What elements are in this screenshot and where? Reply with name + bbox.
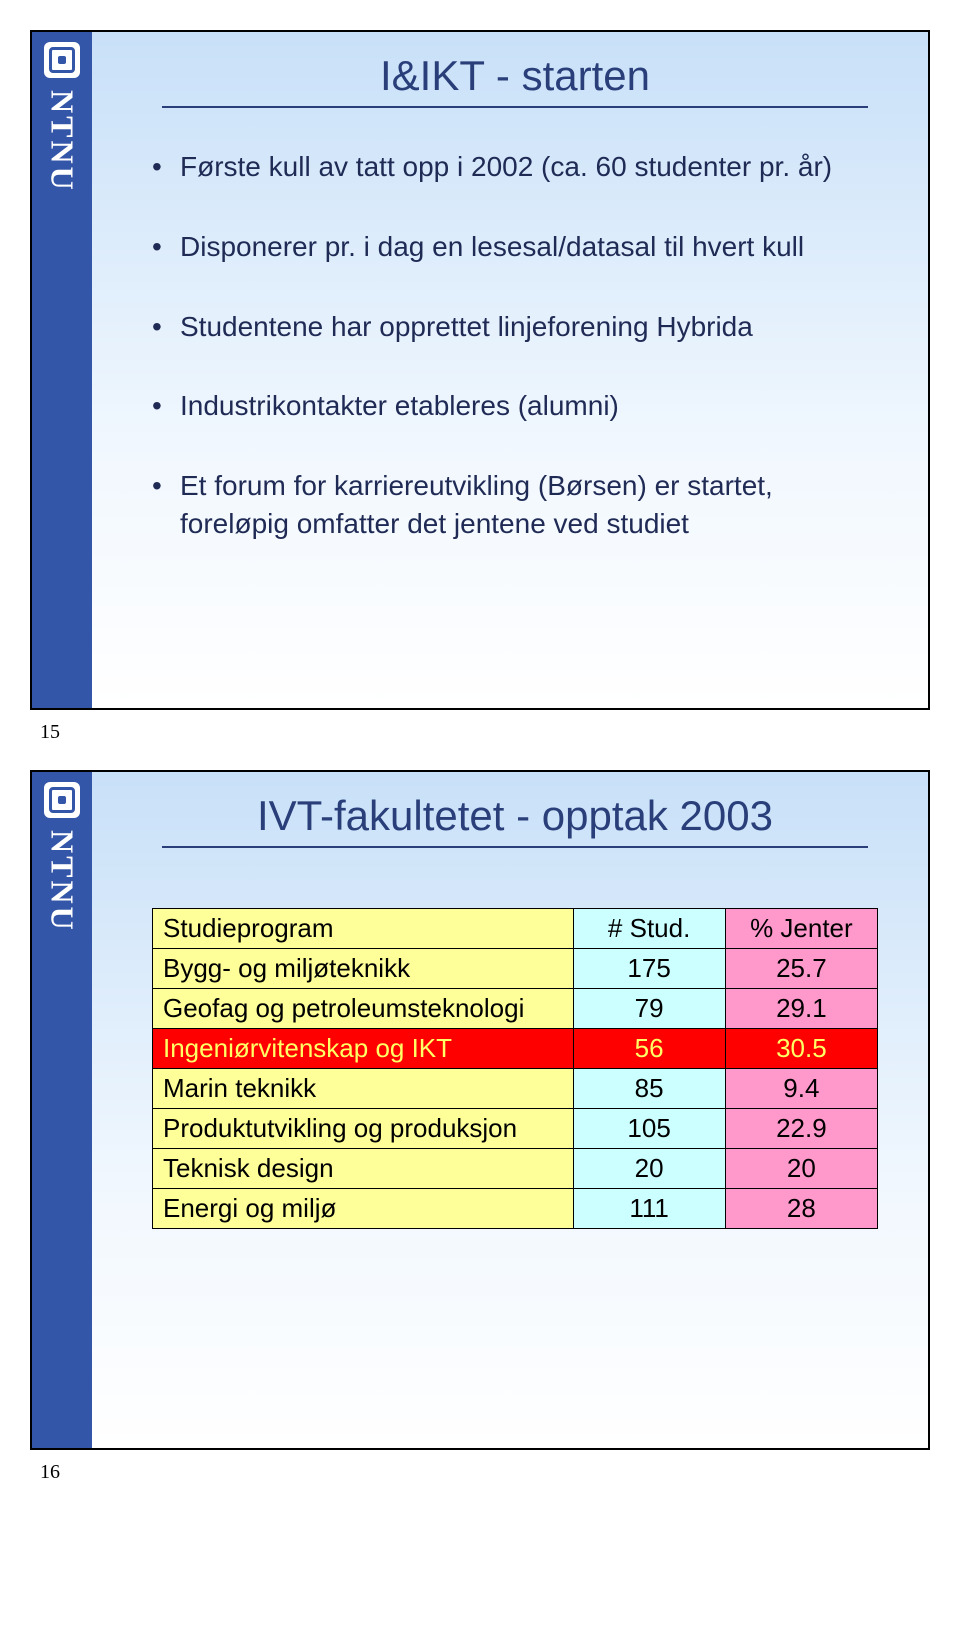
cell-program: Teknisk design (153, 1149, 574, 1189)
cell-stud: 56 (573, 1029, 725, 1069)
table-container: Studieprogram # Stud. % Jenter Bygg- og … (152, 908, 878, 1229)
cell-stud: 111 (573, 1189, 725, 1229)
slide-1-content: I&IKT - starten Første kull av tatt opp … (92, 32, 928, 708)
table-row: Ingeniørvitenskap og IKT5630.5 (153, 1029, 878, 1069)
cell-program: Ingeniørvitenskap og IKT (153, 1029, 574, 1069)
header-jenter: % Jenter (725, 909, 877, 949)
table-row: Teknisk design2020 (153, 1149, 878, 1189)
page-number: 16 (40, 1461, 60, 1484)
cell-stud: 79 (573, 989, 725, 1029)
cell-stud: 20 (573, 1149, 725, 1189)
slide-2-title: IVT-fakultetet - opptak 2003 (152, 792, 878, 840)
table-row: Energi og miljø11128 (153, 1189, 878, 1229)
title-underline (162, 846, 868, 848)
bullet-item: Disponerer pr. i dag en lesesal/datasal … (152, 228, 878, 266)
bullet-item: Første kull av tatt opp i 2002 (ca. 60 s… (152, 148, 878, 186)
ntnu-sidebar: NTNU (32, 32, 92, 708)
ntnu-label: NTNU (44, 90, 81, 193)
cell-program: Energi og miljø (153, 1189, 574, 1229)
table-row: Marin teknikk859.4 (153, 1069, 878, 1109)
header-program: Studieprogram (153, 909, 574, 949)
ntnu-label: NTNU (44, 830, 81, 933)
cell-pct: 25.7 (725, 949, 877, 989)
table-row: Bygg- og miljøteknikk17525.7 (153, 949, 878, 989)
slide-2-content: IVT-fakultetet - opptak 2003 Studieprogr… (92, 772, 928, 1448)
cell-stud: 85 (573, 1069, 725, 1109)
header-stud: # Stud. (573, 909, 725, 949)
slide-1-title: I&IKT - starten (152, 52, 878, 100)
title-underline (162, 106, 868, 108)
slide-1: NTNU I&IKT - starten Første kull av tatt… (30, 30, 930, 710)
page-number: 15 (40, 721, 60, 744)
cell-stud: 175 (573, 949, 725, 989)
cell-program: Geofag og petroleumsteknologi (153, 989, 574, 1029)
table-row: Produktutvikling og produksjon10522.9 (153, 1109, 878, 1149)
bullet-item: Studentene har opprettet linjeforening H… (152, 308, 878, 346)
bullet-list: Første kull av tatt opp i 2002 (ca. 60 s… (152, 148, 878, 543)
ntnu-logo-icon (44, 42, 80, 78)
cell-pct: 22.9 (725, 1109, 877, 1149)
cell-program: Produktutvikling og produksjon (153, 1109, 574, 1149)
cell-program: Marin teknikk (153, 1069, 574, 1109)
cell-pct: 29.1 (725, 989, 877, 1029)
table-row: Geofag og petroleumsteknologi7929.1 (153, 989, 878, 1029)
ntnu-sidebar: NTNU (32, 772, 92, 1448)
cell-pct: 20 (725, 1149, 877, 1189)
opptak-table: Studieprogram # Stud. % Jenter Bygg- og … (152, 908, 878, 1229)
bullet-item: Et forum for karriereutvikling (Børsen) … (152, 467, 878, 543)
cell-pct: 9.4 (725, 1069, 877, 1109)
ntnu-logo-icon (44, 782, 80, 818)
slide-2: NTNU IVT-fakultetet - opptak 2003 Studie… (30, 770, 930, 1450)
table-header-row: Studieprogram # Stud. % Jenter (153, 909, 878, 949)
cell-pct: 28 (725, 1189, 877, 1229)
cell-stud: 105 (573, 1109, 725, 1149)
bullet-item: Industrikontakter etableres (alumni) (152, 387, 878, 425)
cell-program: Bygg- og miljøteknikk (153, 949, 574, 989)
cell-pct: 30.5 (725, 1029, 877, 1069)
